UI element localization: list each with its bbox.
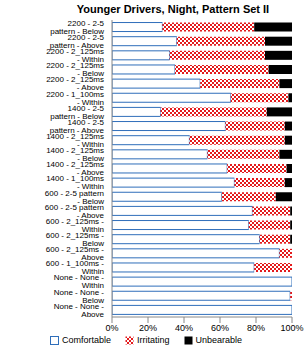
html-text:600 - 2_125ms -: 600 - 2_125ms - — [45, 245, 104, 255]
html-text:- Below: - Below — [77, 69, 104, 79]
html-text:pattern - Below: pattern - Below — [50, 26, 104, 36]
html-text:2200 - 2_125ms: 2200 - 2_125ms — [46, 75, 104, 85]
html-text:Within: Within — [81, 224, 104, 234]
html-text:600 - 2-5 pattern: 600 - 2-5 pattern — [44, 188, 104, 198]
html-text:1400 - 2_125ms: 1400 - 2_125ms — [46, 146, 104, 156]
svg-text:40%: 40% — [175, 323, 193, 333]
html-text:Younger Drivers, Night, Patter: Younger Drivers, Night, Pattern Set II — [76, 3, 270, 15]
html-text:Unbearable: Unbearable — [195, 335, 242, 345]
html-text:Below: Below — [82, 295, 104, 305]
html-text:Irritating: Irritating — [137, 335, 170, 345]
html-text:2200 - 2-5: 2200 - 2-5 — [67, 18, 104, 28]
html-text:pattern - Below: pattern - Below — [50, 111, 104, 121]
html-text:2200 - 1_100ms: 2200 - 1_100ms — [46, 89, 104, 99]
html-text:600 - 2-5 pattern: 600 - 2-5 pattern — [44, 202, 104, 212]
html-text:- Within: - Within — [76, 55, 104, 65]
html-text:1400 - 2_125ms: 1400 - 2_125ms — [46, 132, 104, 142]
html-text:600 - 1_100ms -: 600 - 1_100ms - — [45, 259, 104, 269]
html-text:pattern - Above: pattern - Above — [49, 41, 104, 51]
html-text:None - None -: None - None - — [53, 287, 104, 297]
html-text:600 - 2_125ms -: 600 - 2_125ms - — [45, 216, 104, 226]
svg-text:20%: 20% — [139, 323, 157, 333]
html-text:Above: Above — [81, 253, 104, 263]
html-text:1400 - 2-5: 1400 - 2-5 — [67, 117, 104, 127]
html-text:2200 - 2_125ms: 2200 - 2_125ms — [46, 61, 104, 71]
svg-text:None - None -Above: None - None -Above — [54, 302, 105, 319]
svg-text:0%: 0% — [105, 323, 118, 333]
html-text:Within: Within — [81, 281, 104, 291]
html-text:1400 - 2-5: 1400 - 2-5 — [67, 103, 104, 113]
html-text:- Within: - Within — [76, 182, 104, 192]
html-text:1400 - 1_100ms: 1400 - 1_100ms — [46, 174, 104, 184]
html-text:- Below: - Below — [77, 196, 104, 206]
html-text:600 - 2_125ms -: 600 - 2_125ms - — [45, 231, 104, 241]
html-text:- Above: - Above — [76, 83, 104, 93]
html-text:None - None -: None - None - — [53, 273, 104, 283]
svg-text:100%: 100% — [280, 323, 298, 333]
html-text:Within: Within — [81, 267, 104, 277]
svg-text:60%: 60% — [211, 323, 229, 333]
html-text:- Within: - Within — [76, 140, 104, 150]
html-text:- Above: - Above — [76, 210, 104, 220]
html-text:1400 - 2_125ms: 1400 - 2_125ms — [46, 160, 104, 170]
html-text:pattern - Above: pattern - Above — [49, 125, 104, 135]
html-text:- Within: - Within — [76, 97, 104, 107]
html-text:2200 - 2_125ms: 2200 - 2_125ms — [46, 47, 104, 57]
html-text:- Above: - Above — [76, 168, 104, 178]
html-text:Comfortable: Comfortable — [62, 335, 111, 345]
html-text:2200 - 2-5: 2200 - 2-5 — [67, 33, 104, 43]
html-text:Below: Below — [82, 239, 104, 249]
svg-text:80%: 80% — [247, 323, 265, 333]
html-text:- Below: - Below — [77, 154, 104, 164]
